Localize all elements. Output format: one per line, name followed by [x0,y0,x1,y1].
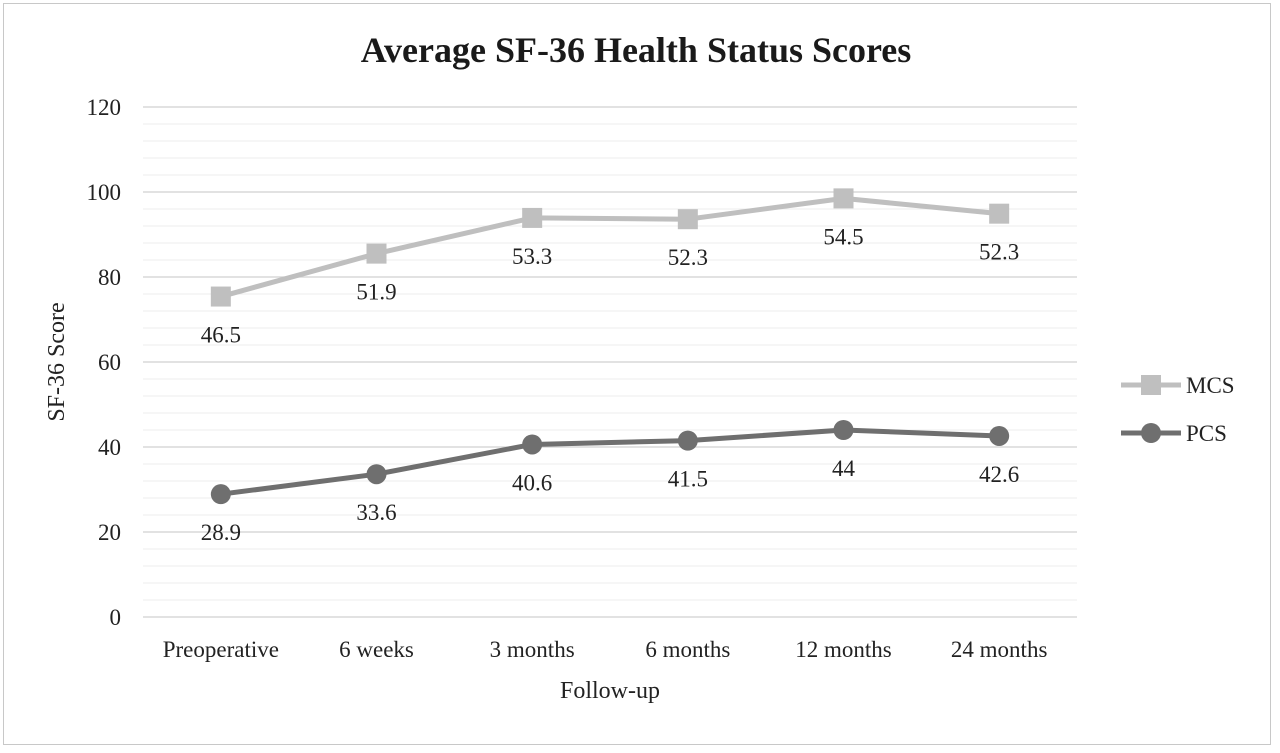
y-tick-label: 40 [98,435,121,460]
y-tick-label: 80 [98,265,121,290]
pcs-data-label: 40.6 [512,470,552,495]
pcs-data-label: 42.6 [979,462,1019,487]
x-tick-label: Preoperative [163,637,279,662]
y-axis-ticks: 0 20 40 60 80 100 120 [87,95,122,630]
x-tick-label: 6 weeks [339,637,414,662]
pcs-data-label: 28.9 [201,520,241,545]
gridlines [143,106,1077,618]
x-axis-ticks: Preoperative 6 weeks 3 months 6 months 12 mo… [163,637,1048,662]
pcs-data-label: 44 [832,456,856,481]
mcs-marker [522,207,543,228]
mcs-legend-marker [1141,375,1161,395]
pcs-marker [366,464,387,485]
x-axis-label: Follow-up [560,678,660,704]
y-tick-label: 60 [98,350,121,375]
pcs-data-label: 41.5 [668,467,708,492]
x-tick-label: 24 months [951,637,1048,662]
mcs-marker [989,203,1010,224]
y-tick-label: 120 [87,95,122,120]
y-axis-label: SF-36 Score [44,302,70,421]
pcs-legend-marker [1141,423,1161,443]
pcs-marker [677,430,698,451]
chart-frame [3,3,1271,745]
mcs-data-label: 46.5 [201,323,241,348]
mcs-data-label: 53.3 [512,244,552,269]
mcs-series-line [220,195,1000,299]
pcs-data-label: 33.6 [356,500,396,525]
mcs-data-label: 52.3 [668,245,708,270]
y-tick-label: 20 [98,520,121,545]
pcs-series-line [220,427,1000,497]
pcs-marker [989,425,1010,446]
data-labels: 46.5 51.9 53.3 52.3 54.5 52.3 28.9 33.6 40.6 41.5… [201,224,1020,545]
x-tick-label: 6 months [645,637,730,662]
mcs-data-label: 52.3 [979,240,1019,265]
mcs-legend-label: MCS [1186,373,1235,398]
mcs-data-label: 51.9 [356,280,396,305]
mcs-marker [677,209,698,230]
pcs-legend-label: PCS [1186,421,1227,446]
mcs-marker [833,188,854,209]
mcs-marker [210,286,231,307]
pcs-marker [522,434,543,455]
chart-title: Average SF-36 Health Status Scores [361,30,912,70]
pcs-marker [833,420,854,440]
pcs-marker [210,484,231,505]
y-tick-label: 0 [110,605,122,630]
mcs-marker [366,243,387,264]
y-tick-label: 100 [87,180,122,205]
series-group [210,188,1010,505]
x-tick-label: 12 months [795,637,892,662]
x-tick-label: 3 months [490,637,575,662]
legend: MCS PCS [1121,373,1235,446]
mcs-data-label: 54.5 [823,224,863,249]
